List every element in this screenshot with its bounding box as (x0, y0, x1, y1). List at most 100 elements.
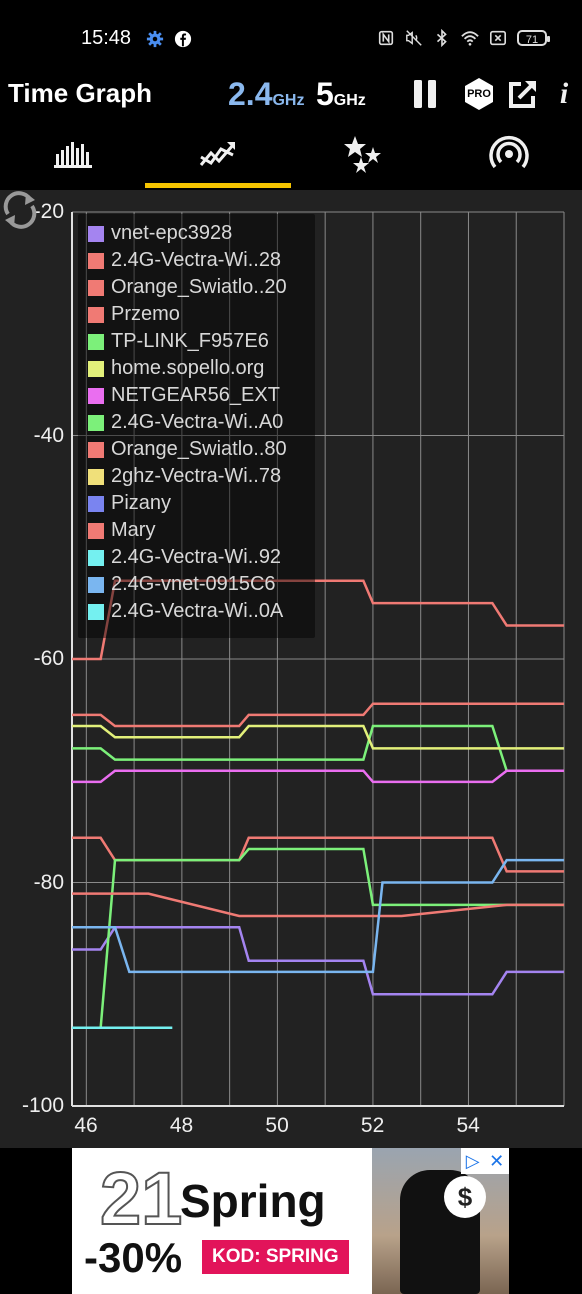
tab-access-points[interactable] (436, 118, 582, 190)
status-time: 15:48 (81, 27, 132, 49)
legend-item: 2.4G-Vectra-Wi..0A (88, 598, 283, 625)
legend-label: Przemo (111, 303, 180, 325)
series-line-3 (72, 836, 564, 873)
legend-item: Przemo (88, 301, 180, 328)
legend-swatch (88, 603, 104, 620)
pause-icon (414, 80, 436, 108)
legend-label: home.sopello.org (111, 357, 265, 379)
time-graph-plot (71, 211, 565, 1107)
time-graph-chart[interactable]: -20 -40 -60 -80 -100 46 48 50 52 54 vnet-epc3928… (0, 190, 582, 1148)
legend-swatch (88, 441, 104, 458)
legend-label: 2.4G-Vectra-Wi..0A (111, 600, 284, 622)
x-tick-label: 46 (74, 1114, 98, 1137)
sim-disabled-icon (489, 30, 507, 46)
legend-label: NETGEAR56_EXT (111, 384, 280, 406)
legend-swatch (88, 414, 104, 431)
trend-line-icon (199, 142, 235, 166)
legend-swatch (88, 495, 104, 512)
nfc-icon (378, 30, 394, 46)
legend-swatch (88, 387, 104, 404)
tab-channel-rating[interactable] (290, 118, 436, 190)
legend-item: home.sopello.org (88, 355, 264, 382)
y-tick-label: -100 (21, 1094, 64, 1117)
legend-label: 2.4G-Vectra-Wi..92 (111, 546, 282, 568)
legend-item: 2.4G-vnet-0915C6 (88, 571, 276, 598)
y-tick-label: -40 (33, 423, 64, 447)
tab-channel-graph[interactable] (0, 118, 146, 190)
pause-button[interactable] (407, 76, 443, 112)
legend-item: vnet-epc3928 (88, 220, 232, 247)
selected-tab-indicator (145, 183, 291, 188)
band-5ghz-toggle[interactable]: 5GHz (316, 76, 366, 113)
legend-item: 2ghz-Vectra-Wi..78 (88, 463, 281, 490)
tab-time-graph[interactable] (145, 118, 291, 190)
share-external-icon (509, 81, 536, 108)
series-line-13 (72, 858, 564, 974)
advertisement-banner[interactable]: 21 Spring -30% KOD: SPRING $ ▷ ✕ (72, 1148, 509, 1294)
pro-label: PRO (467, 88, 491, 100)
series-line-7 (72, 847, 564, 1030)
legend-item: Pizany (88, 490, 171, 517)
legend-swatch (88, 279, 104, 296)
series-line-0 (72, 925, 564, 996)
legend-label: 2ghz-Vectra-Wi..78 (111, 465, 282, 487)
band-24ghz-toggle[interactable]: 2.4GHz (228, 76, 304, 113)
series-line-5 (72, 724, 564, 750)
refresh-icon[interactable] (0, 190, 40, 230)
x-tick-label: 48 (169, 1114, 194, 1137)
band-5ghz-unit: GHz (333, 92, 366, 109)
adchoices-icon[interactable]: ▷ (465, 1150, 480, 1171)
info-button[interactable]: i (546, 76, 582, 112)
band-24ghz-value: 2.4 (228, 76, 273, 112)
y-tick-label: -60 (33, 647, 64, 670)
page-title: Time Graph (8, 78, 153, 108)
wifi-icon (461, 31, 479, 46)
ad-discount: -30% (84, 1234, 183, 1281)
x-tick-label: 52 (360, 1114, 385, 1137)
tab-bar (0, 118, 582, 190)
legend-item: Mary (88, 517, 155, 544)
ad-choices-bar[interactable]: ▷ ✕ (461, 1148, 509, 1174)
ad-close-icon[interactable]: ✕ (489, 1150, 505, 1171)
legend-label: 2.4G-Vectra-Wi..28 (111, 249, 282, 271)
chart-legend: vnet-epc3928 2.4G-Vectra-Wi..28 Orange_Swi… (78, 214, 315, 638)
x-tick-label: 50 (265, 1114, 289, 1137)
legend-item: TP-LINK_F957E6 (88, 328, 269, 355)
legend-swatch (88, 468, 104, 485)
legend-item: 2.4G-Vectra-Wi..92 (88, 544, 281, 571)
settings-gear-icon (146, 30, 164, 48)
ad-promo-code: KOD: SPRING (202, 1240, 349, 1274)
wifi-signal-icon (489, 136, 529, 169)
stars-icon (344, 136, 381, 173)
share-button[interactable] (505, 76, 541, 112)
pro-button[interactable]: PRO (461, 76, 497, 112)
battery-indicator: 71 (517, 30, 550, 46)
legend-swatch (88, 225, 104, 242)
legend-item: Orange_Swiatlo..80 (88, 436, 287, 463)
y-tick-label: -20 (33, 200, 64, 223)
legend-swatch (88, 252, 104, 269)
legend-label: Orange_Swiatlo..80 (111, 438, 287, 460)
legend-swatch (88, 333, 104, 350)
facebook-icon (174, 30, 192, 48)
legend-label: Pizany (111, 492, 172, 514)
legend-item: Orange_Swiatlo..20 (88, 274, 287, 301)
legend-item: 2.4G-Vectra-Wi..28 (88, 247, 281, 274)
series-line-2 (72, 702, 564, 728)
legend-swatch (88, 360, 104, 377)
legend-label: vnet-epc3928 (111, 222, 233, 244)
status-bar: 15:48 71 (0, 0, 582, 76)
legend-label: Mary (111, 519, 156, 541)
legend-item: 2.4G-Vectra-Wi..A0 (88, 409, 283, 436)
series-line-8 (72, 892, 564, 918)
app-bar: Time Graph 2.4GHz 5GHz PRO i (0, 76, 582, 118)
band-5ghz-value: 5 (316, 76, 334, 112)
legend-swatch (88, 549, 104, 566)
pro-badge-icon (465, 78, 493, 110)
legend-label: Orange_Swiatlo..20 (111, 276, 287, 298)
legend-label: 2.4G-vnet-0915C6 (111, 573, 276, 595)
legend-swatch (88, 576, 104, 593)
legend-swatch (88, 306, 104, 323)
legend-label: 2.4G-Vectra-Wi..A0 (111, 411, 284, 433)
legend-label: TP-LINK_F957E6 (111, 330, 269, 352)
